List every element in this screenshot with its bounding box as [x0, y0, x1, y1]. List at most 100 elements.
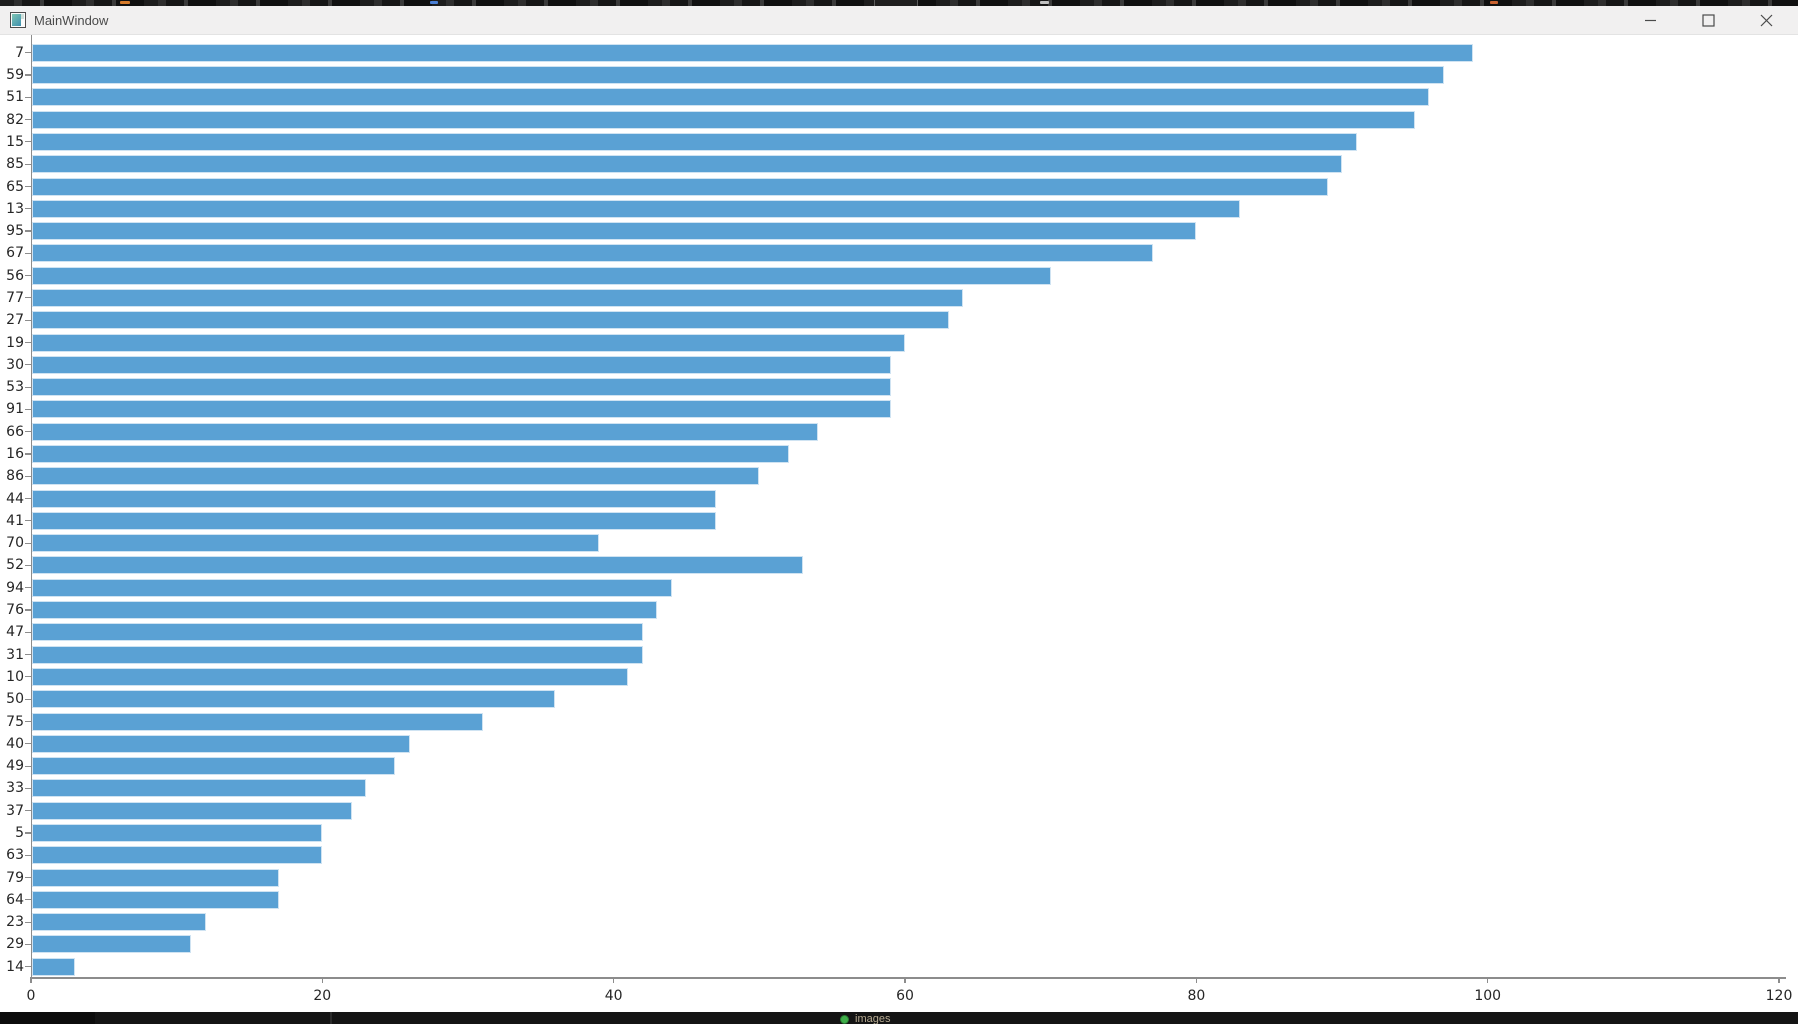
- x-axis-tick: [30, 977, 32, 983]
- y-axis-tick-label: 7: [15, 44, 24, 61]
- y-axis-tick-label: 30: [6, 356, 24, 373]
- y-axis-tick-label: 5: [15, 825, 24, 841]
- y-axis-tick-label: 44: [6, 490, 24, 507]
- y-axis-tick: [25, 654, 31, 656]
- bar: [32, 489, 716, 508]
- y-axis-tick: [25, 966, 31, 968]
- bar: [32, 556, 804, 575]
- bar: [32, 244, 1153, 263]
- y-axis-tick-label: 59: [6, 67, 24, 83]
- bar: [32, 801, 352, 820]
- x-axis-tick-label: 80: [1187, 988, 1206, 1004]
- strip-accent: [1040, 1, 1049, 4]
- y-axis-tick-label: 76: [6, 602, 24, 618]
- x-axis-tick: [613, 977, 615, 983]
- y-axis-tick-label: 29: [6, 936, 24, 953]
- x-axis-tick-label: 120: [1765, 988, 1793, 1004]
- y-axis-tick: [25, 96, 31, 98]
- bar: [32, 645, 643, 664]
- y-axis-tick-label: 16: [6, 446, 24, 462]
- bar: [32, 110, 1415, 129]
- y-axis-tick-label: 86: [6, 468, 24, 485]
- y-axis-tick-label: 14: [6, 958, 24, 975]
- bar: [32, 88, 1430, 107]
- bar: [32, 824, 323, 842]
- bar: [32, 400, 891, 419]
- y-axis-tick-label: 82: [6, 111, 24, 128]
- bar: [32, 355, 891, 374]
- x-axis-tick: [904, 977, 906, 983]
- taskbar-item[interactable]: images: [840, 1013, 890, 1024]
- y-axis-tick-label: 31: [6, 646, 24, 663]
- y-axis-tick: [25, 141, 31, 143]
- y-axis-tick-label: 15: [6, 133, 24, 150]
- maximize-button[interactable]: [1685, 6, 1731, 35]
- y-axis-tick: [25, 163, 31, 165]
- y-axis-tick-label: 53: [6, 379, 24, 396]
- y-axis-tick: [25, 275, 31, 277]
- taskbar-item-label: images: [855, 1013, 891, 1024]
- bar: [32, 690, 556, 709]
- strip-accent: [430, 1, 438, 4]
- y-axis-tick: [25, 252, 31, 254]
- y-axis-tick: [25, 743, 31, 745]
- y-axis-tick: [25, 810, 31, 812]
- y-axis-tick: [25, 431, 31, 433]
- bar: [32, 935, 192, 954]
- y-axis-tick: [25, 74, 31, 76]
- y-axis-tick: [25, 876, 31, 879]
- bar-chart: 7 59 51 82 15 85 65 13 95 67 56 77 27 19 30 53 91 66 16 86 4…: [0, 35, 1798, 1024]
- x-axis-tick: [1195, 977, 1197, 983]
- y-axis-tick-label: 94: [6, 579, 24, 596]
- y-axis-tick-label: 77: [6, 289, 24, 306]
- y-axis-tick-label: 67: [6, 245, 24, 262]
- y-axis-tick: [25, 765, 31, 767]
- y-axis-tick-label: 41: [6, 512, 24, 529]
- y-axis-tick: [25, 787, 31, 789]
- y-axis-tick: [25, 119, 31, 121]
- y-axis-tick: [25, 899, 31, 901]
- y-axis-tick-label: 40: [6, 735, 24, 752]
- y-axis-tick-label: 50: [6, 691, 24, 708]
- bar: [32, 868, 279, 887]
- strip-accent: [1490, 1, 1498, 4]
- bar: [32, 43, 1474, 62]
- bar: [32, 623, 643, 642]
- y-axis-tick: [25, 720, 31, 723]
- x-axis-tick: [321, 977, 323, 983]
- background-taskbar-strip: images: [0, 1012, 1798, 1024]
- y-axis-tick: [25, 564, 31, 566]
- y-axis-tick-label: 23: [6, 914, 24, 931]
- bar: [32, 177, 1328, 196]
- y-axis-tick-label: 52: [6, 557, 24, 574]
- x-axis-tick-label: 40: [604, 988, 623, 1004]
- close-button[interactable]: [1743, 6, 1789, 35]
- y-axis-tick: [25, 185, 31, 188]
- x-axis-tick-label: 100: [1474, 988, 1502, 1004]
- y-axis-tick-label: 85: [6, 156, 24, 173]
- y-axis-tick: [25, 631, 31, 633]
- x-axis-tick: [1487, 977, 1489, 983]
- y-axis-tick: [25, 52, 31, 54]
- y-axis-tick: [25, 832, 31, 834]
- y-axis-tick: [25, 386, 31, 388]
- y-axis-tick-label: 51: [6, 89, 24, 106]
- bar: [32, 578, 672, 597]
- bar: [32, 222, 1197, 240]
- y-axis-tick: [25, 408, 31, 410]
- y-axis-tick-label: 64: [6, 891, 24, 908]
- bar: [32, 66, 1444, 84]
- y-axis-tick: [25, 921, 31, 923]
- y-axis-tick: [25, 364, 31, 366]
- y-axis-tick-label: 65: [6, 178, 24, 195]
- window-title-bar[interactable]: MainWindow: [0, 6, 1798, 35]
- y-axis-tick-label: 37: [6, 802, 24, 819]
- y-axis-tick-label: 19: [6, 334, 24, 351]
- minimize-button[interactable]: [1627, 6, 1673, 35]
- y-axis-tick: [25, 230, 31, 232]
- y-axis-tick-label: 75: [6, 713, 24, 730]
- y-axis-tick: [25, 208, 31, 210]
- taskbar-segment: [330, 1012, 332, 1024]
- y-axis-tick: [25, 676, 31, 678]
